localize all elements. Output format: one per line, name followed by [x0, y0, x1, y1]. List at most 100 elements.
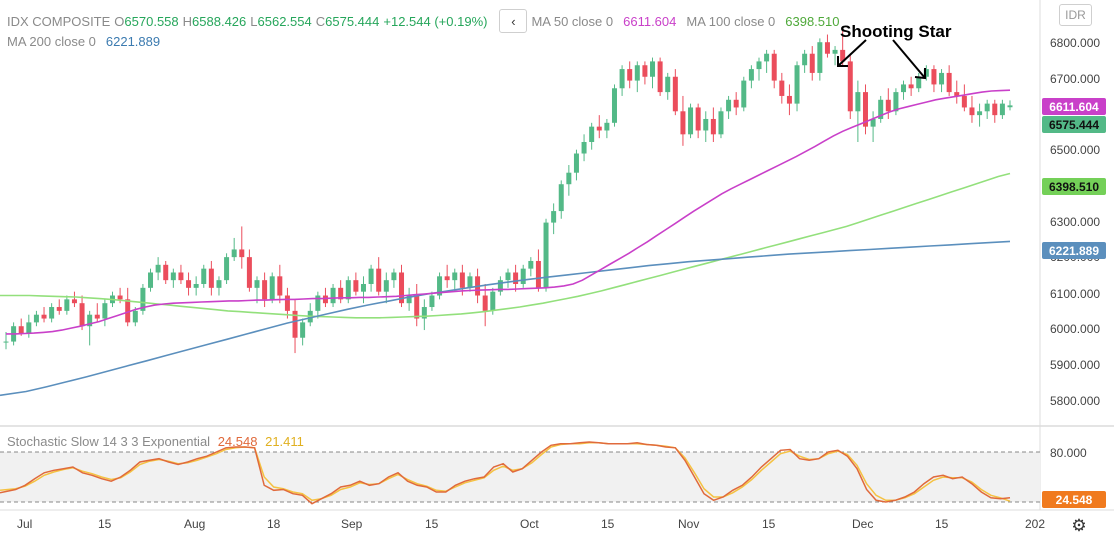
low-value: 6562.554: [257, 13, 312, 29]
candle-body: [840, 49, 846, 62]
time-tick: 15: [935, 517, 949, 531]
time-tick: Aug: [184, 517, 206, 531]
ma200-price-tag: 6221.889: [1042, 242, 1106, 259]
annotation-arrows: [837, 39, 926, 80]
candle-body: [794, 65, 800, 104]
candle-body: [611, 88, 617, 123]
candle-body: [543, 222, 549, 288]
ma200-value: 6221.889: [105, 34, 161, 49]
candle-body: [505, 272, 511, 281]
ma50-label[interactable]: MA 50 close 0: [531, 13, 614, 29]
candle-body: [665, 76, 671, 93]
ma200-line: [0, 240, 1011, 397]
candle-body: [360, 284, 366, 292]
stoch-k-value: 24.548: [217, 434, 258, 449]
candle-body: [558, 184, 564, 212]
candle-body: [824, 42, 830, 54]
candle-body: [79, 303, 85, 327]
candle-body: [284, 295, 290, 311]
candle-body: [908, 84, 914, 89]
time-tick: Jul: [17, 517, 33, 531]
candle-body: [117, 295, 123, 300]
high-label: H: [182, 13, 193, 29]
ma200-label[interactable]: MA 200 close 0: [7, 34, 96, 49]
candle-body: [893, 92, 899, 112]
candle-body: [497, 280, 503, 292]
candle-body: [771, 53, 777, 81]
candle-body: [718, 111, 724, 135]
chevron-left-icon: ‹: [511, 13, 516, 29]
candle-body: [26, 322, 32, 334]
time-tick: 15: [425, 517, 439, 531]
stoch-legend: Stochastic Slow 14 3 3 Exponential 24.54…: [7, 434, 304, 449]
price-tick: 6800.000: [1050, 36, 1101, 50]
candle-body: [383, 280, 389, 292]
candle-body: [604, 122, 610, 131]
candle-body: [786, 95, 792, 104]
stoch-k-line: [0, 441, 1011, 505]
candle-body: [969, 107, 975, 116]
time-tick: Nov: [678, 517, 700, 531]
candle-body: [315, 295, 321, 311]
candle-body: [855, 92, 861, 112]
symbol-name[interactable]: IDX COMPOSITE: [7, 13, 111, 29]
ma100-label[interactable]: MA 100 close 0: [686, 13, 776, 29]
candle-body: [49, 307, 55, 319]
candle-body: [94, 314, 100, 319]
candle-body: [878, 99, 884, 119]
candle-body: [817, 42, 823, 73]
stoch-label[interactable]: Stochastic Slow 14 3 3 Exponential: [7, 434, 211, 449]
candle-body: [710, 118, 716, 135]
candle-body: [163, 264, 169, 281]
candle-body: [870, 118, 876, 127]
candle-body: [421, 307, 427, 319]
collapse-legend-button[interactable]: ‹: [499, 9, 528, 33]
time-tick: Oct: [520, 517, 539, 531]
price-tick: 6100.000: [1050, 287, 1101, 301]
ma100-price-tag: 6398.510: [1042, 178, 1106, 195]
time-tick: 202: [1025, 517, 1046, 531]
candle-body: [999, 103, 1005, 116]
time-tick: Sep: [341, 517, 363, 531]
candle-body: [589, 126, 595, 142]
candle-body: [186, 280, 192, 288]
close-label: C: [315, 13, 326, 29]
candle-body: [18, 326, 24, 334]
candle-body: [885, 99, 891, 112]
candle-body: [467, 276, 473, 288]
candle-body: [41, 314, 47, 319]
candle-body: [125, 299, 131, 323]
candles: [3, 30, 1013, 354]
settings-gear-icon[interactable]: ⚙: [1071, 516, 1087, 535]
low-label: L: [250, 13, 258, 29]
candle-body: [992, 103, 998, 116]
candle-body: [1007, 105, 1013, 108]
candle-body: [102, 303, 108, 319]
price-tick: 6700.000: [1050, 72, 1101, 86]
candle-body: [733, 99, 739, 108]
open-value: 6570.558: [124, 13, 179, 29]
candle-body: [376, 268, 382, 292]
candle-body: [330, 287, 336, 304]
candle-body: [672, 76, 678, 112]
currency-button[interactable]: IDR: [1059, 4, 1092, 26]
candle-body: [368, 268, 374, 284]
candle-body: [33, 314, 39, 323]
candle-body: [961, 95, 967, 108]
candle-body: [178, 272, 184, 281]
change-value: +12.544 (+0.19%): [383, 13, 488, 29]
ma100-line: [0, 172, 1011, 319]
candle-body: [680, 111, 686, 135]
shooting-star-annotation[interactable]: Shooting Star: [840, 22, 952, 41]
stoch-band: [0, 452, 1040, 502]
stoch-d-value: 21.411: [265, 434, 304, 449]
candle-body: [756, 61, 762, 70]
candle-body: [437, 276, 443, 296]
candle-body: [809, 53, 815, 73]
candle-body: [277, 276, 283, 296]
candle-body: [56, 307, 62, 311]
candle-body: [452, 272, 458, 281]
time-tick: Dec: [852, 517, 874, 531]
candle-body: [931, 69, 937, 85]
